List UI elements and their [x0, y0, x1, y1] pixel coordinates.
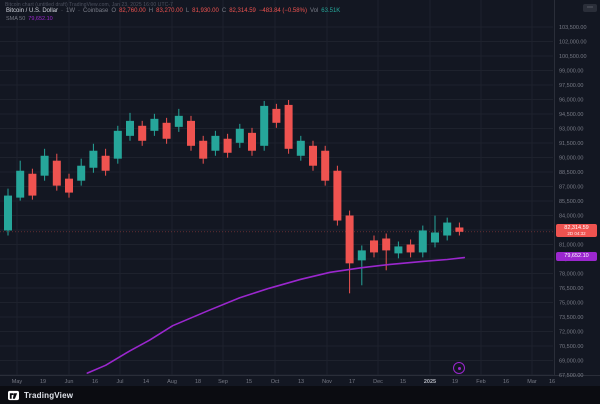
svg-text:14: 14: [143, 379, 149, 385]
svg-text:16: 16: [92, 379, 98, 385]
open-label: O: [111, 8, 117, 14]
candles-layer[interactable]: [4, 99, 464, 294]
last-price-value: 82,314.59: [564, 225, 589, 231]
footer-brand[interactable]: TradingView: [24, 390, 74, 400]
svg-text:91,500.00: 91,500.00: [559, 141, 583, 147]
svg-text:2025: 2025: [424, 379, 436, 385]
legend-separator: ·: [78, 8, 81, 14]
high-label: H: [148, 8, 154, 14]
svg-text:Nov: Nov: [322, 379, 332, 385]
snapshot-watermark: Bitcoin chart (untitled draft) TradingVi…: [5, 2, 174, 8]
svg-text:88,500.00: 88,500.00: [559, 170, 583, 176]
svg-text:67,500.00: 67,500.00: [559, 373, 583, 379]
svg-text:103,500.00: 103,500.00: [559, 25, 587, 31]
footer-bar: TradingView: [0, 386, 600, 404]
replay-marker-dot: [457, 366, 461, 370]
svg-text:78,000.00: 78,000.00: [559, 272, 583, 278]
grid: [0, 0, 553, 376]
svg-text:81,000.00: 81,000.00: [559, 243, 583, 249]
symbol-legend[interactable]: Bitcoin / U.S. Dollar · 1W · Coinbase O …: [6, 8, 340, 14]
high-value: 83,270.00: [156, 8, 183, 14]
svg-text:Aug: Aug: [167, 379, 177, 385]
change-value: −483.84 (−0.58%): [258, 8, 307, 14]
svg-text:15: 15: [400, 379, 406, 385]
svg-text:102,000.00: 102,000.00: [559, 40, 587, 46]
exchange-label: Coinbase: [83, 8, 109, 14]
svg-text:76,500.00: 76,500.00: [559, 286, 583, 292]
svg-text:90,000.00: 90,000.00: [559, 156, 583, 162]
low-label: L: [185, 8, 190, 14]
svg-text:Oct: Oct: [271, 379, 280, 385]
corner-menu-icon[interactable]: ⋯: [583, 4, 597, 12]
legend-separator: ·: [61, 8, 64, 14]
svg-text:96,000.00: 96,000.00: [559, 98, 583, 104]
svg-text:72,000.00: 72,000.00: [559, 330, 583, 336]
symbol-title[interactable]: Bitcoin / U.S. Dollar: [6, 8, 59, 14]
volume-label: Vol: [309, 8, 319, 14]
svg-text:Dec: Dec: [373, 379, 383, 385]
svg-text:Jun: Jun: [65, 379, 74, 385]
svg-text:13: 13: [298, 379, 304, 385]
time-axis[interactable]: May 19 Jun 16 Jul 14 Aug 18 Sep 15 Oct 13 Nov 17 Dec 15…: [12, 379, 555, 385]
last-price-label: 82,314.59 2D 04:32: [556, 224, 597, 237]
svg-text:18: 18: [195, 379, 201, 385]
ma-price-label: 79,652.10: [556, 252, 597, 261]
svg-text:16: 16: [549, 379, 555, 385]
ma-line: [86, 256, 466, 374]
tradingview-logo-icon[interactable]: [8, 390, 19, 401]
indicator-value: 79,652.10: [28, 16, 53, 22]
low-value: 81,930.00: [192, 8, 219, 14]
svg-text:Feb: Feb: [476, 379, 485, 385]
svg-text:85,500.00: 85,500.00: [559, 199, 583, 205]
close-label: C: [221, 8, 227, 14]
chart-area[interactable]: 103,500.00 102,000.00 100,500.00 99,000.00 9…: [0, 0, 600, 386]
svg-text:100,500.00: 100,500.00: [559, 54, 587, 60]
svg-text:70,500.00: 70,500.00: [559, 344, 583, 350]
price-axis[interactable]: 103,500.00 102,000.00 100,500.00 99,000.00 9…: [559, 25, 587, 379]
svg-text:15: 15: [246, 379, 252, 385]
svg-text:73,500.00: 73,500.00: [559, 315, 583, 321]
interval-label[interactable]: 1W: [66, 8, 76, 14]
svg-text:Sep: Sep: [218, 379, 228, 385]
svg-text:17: 17: [349, 379, 355, 385]
bar-countdown: 2D 04:32: [567, 231, 586, 236]
svg-text:19: 19: [40, 379, 46, 385]
volume-value: 63.51K: [321, 8, 341, 14]
svg-text:93,000.00: 93,000.00: [559, 127, 583, 133]
indicator-name[interactable]: SMA 50: [6, 16, 26, 22]
svg-text:75,000.00: 75,000.00: [559, 301, 583, 307]
svg-text:87,000.00: 87,000.00: [559, 185, 583, 191]
svg-text:Jul: Jul: [116, 379, 123, 385]
svg-text:Mar: Mar: [527, 379, 537, 385]
chart-canvas[interactable]: 103,500.00 102,000.00 100,500.00 99,000.00 9…: [0, 0, 600, 386]
open-value: 82,760.00: [119, 8, 146, 14]
indicator-legend[interactable]: SMA 50 79,652.10: [6, 16, 53, 22]
svg-text:16: 16: [503, 379, 509, 385]
svg-text:94,500.00: 94,500.00: [559, 112, 583, 118]
replay-marker-icon[interactable]: [453, 362, 465, 374]
svg-text:97,500.00: 97,500.00: [559, 83, 583, 89]
svg-text:99,000.00: 99,000.00: [559, 69, 583, 75]
svg-text:19: 19: [452, 379, 458, 385]
close-value: 82,314.59: [229, 8, 256, 14]
svg-text:84,000.00: 84,000.00: [559, 214, 583, 220]
svg-text:May: May: [12, 379, 23, 385]
svg-text:69,000.00: 69,000.00: [559, 359, 583, 365]
